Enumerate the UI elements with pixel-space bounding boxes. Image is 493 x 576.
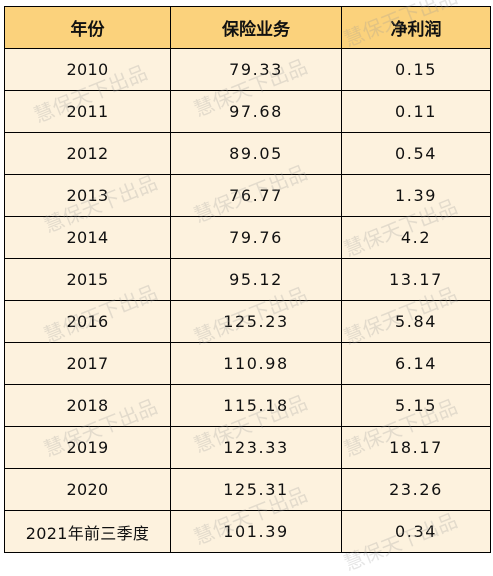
table-row: 2010 79.33 0.15 [4, 48, 491, 91]
profit-cell: 18.17 [341, 426, 491, 469]
insurance-cell: 115.18 [170, 384, 342, 427]
year-cell: 2015 [4, 258, 171, 301]
year-cell: 2018 [4, 384, 171, 427]
table-row: 2015 95.12 13.17 [4, 258, 491, 301]
year-cell: 2017 [4, 342, 171, 385]
insurance-cell: 76.77 [170, 174, 342, 217]
table-row: 2020 125.31 23.26 [4, 468, 491, 511]
insurance-cell: 125.23 [170, 300, 342, 343]
table-row: 2013 76.77 1.39 [4, 174, 491, 217]
profit-cell: 0.54 [341, 132, 491, 175]
profit-cell: 5.15 [341, 384, 491, 427]
data-table: 年份 保险业务 净利润 2010 79.33 0.15 2011 97.68 0.11 20… [4, 6, 491, 553]
table-row: 2014 79.76 4.2 [4, 216, 491, 259]
insurance-cell: 125.31 [170, 468, 342, 511]
year-cell: 2010 [4, 48, 171, 91]
table-row: 2018 115.18 5.15 [4, 384, 491, 427]
year-cell: 2013 [4, 174, 171, 217]
insurance-cell: 110.98 [170, 342, 342, 385]
insurance-cell: 101.39 [170, 510, 342, 553]
year-cell: 2016 [4, 300, 171, 343]
year-cell: 2012 [4, 132, 171, 175]
table-row: 2012 89.05 0.54 [4, 132, 491, 175]
profit-cell: 5.84 [341, 300, 491, 343]
header-row: 年份 保险业务 净利润 [4, 6, 491, 49]
header-profit: 净利润 [341, 6, 491, 49]
year-cell: 2014 [4, 216, 171, 259]
insurance-cell: 79.76 [170, 216, 342, 259]
table-row: 2016 125.23 5.84 [4, 300, 491, 343]
profit-cell: 23.26 [341, 468, 491, 511]
profit-cell: 1.39 [341, 174, 491, 217]
table-row: 2017 110.98 6.14 [4, 342, 491, 385]
header-insurance: 保险业务 [170, 6, 342, 49]
year-cell: 2019 [4, 426, 171, 469]
year-cell: 2021年前三季度 [4, 510, 171, 553]
insurance-cell: 97.68 [170, 90, 342, 133]
profit-cell: 4.2 [341, 216, 491, 259]
table-row: 2011 97.68 0.11 [4, 90, 491, 133]
table-row: 2021年前三季度 101.39 0.34 [4, 510, 491, 553]
insurance-cell: 123.33 [170, 426, 342, 469]
insurance-cell: 89.05 [170, 132, 342, 175]
year-cell: 2011 [4, 90, 171, 133]
profit-cell: 6.14 [341, 342, 491, 385]
table-row: 2019 123.33 18.17 [4, 426, 491, 469]
profit-cell: 0.11 [341, 90, 491, 133]
profit-cell: 0.34 [341, 510, 491, 553]
insurance-cell: 79.33 [170, 48, 342, 91]
profit-cell: 0.15 [341, 48, 491, 91]
header-year: 年份 [4, 6, 171, 49]
insurance-cell: 95.12 [170, 258, 342, 301]
table-body: 2010 79.33 0.15 2011 97.68 0.11 2012 89.05 0.54 2… [4, 48, 491, 553]
year-cell: 2020 [4, 468, 171, 511]
profit-cell: 13.17 [341, 258, 491, 301]
